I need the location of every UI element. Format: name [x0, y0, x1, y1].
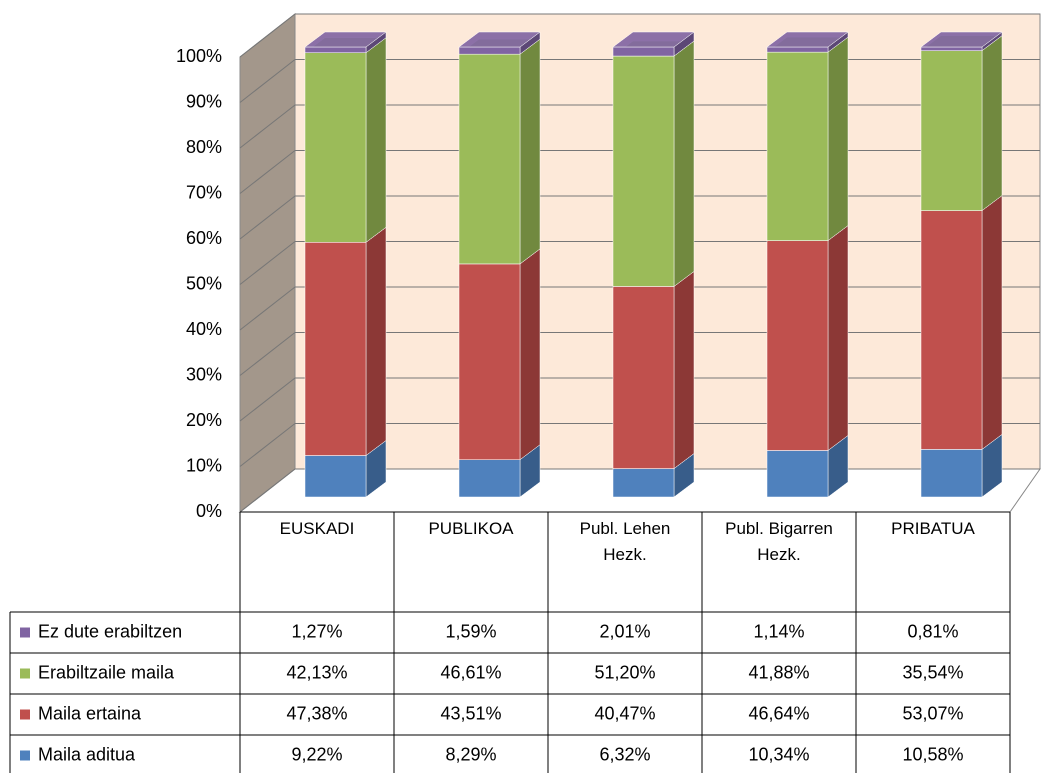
bar-top: [458, 31, 541, 48]
category-label: PRIBATUA: [891, 519, 975, 538]
bar-top: [920, 31, 1003, 48]
bar: [458, 459, 521, 498]
bar-side: [365, 37, 387, 243]
bar: [920, 46, 983, 51]
bar: [458, 263, 521, 460]
value-label: 0,81%: [907, 621, 958, 641]
bar-top: [612, 31, 695, 48]
value-label: 43,51%: [440, 703, 501, 723]
category-label: EUSKADI: [279, 519, 355, 538]
grid-line: [239, 59, 296, 103]
bar-side: [519, 38, 541, 265]
value-label: 40,47%: [594, 703, 655, 723]
legend-key: [20, 668, 30, 679]
value-label: 10,58%: [902, 744, 963, 764]
value-label: 47,38%: [286, 703, 347, 723]
value-label: 9,22%: [291, 744, 342, 764]
y-tick-label: 90%: [186, 91, 222, 111]
category-label: Publ. Lehen Hezk.: [579, 519, 671, 564]
value-label: 6,32%: [599, 744, 650, 764]
bar-top: [766, 31, 849, 48]
grid-line: [239, 377, 296, 422]
y-tick-label: 60%: [186, 228, 222, 248]
grid-line: [239, 195, 296, 240]
legend-label: Erabiltzaile maila: [38, 662, 175, 682]
bar: [920, 210, 983, 450]
bar: [304, 52, 367, 243]
y-tick-label: 40%: [186, 319, 222, 339]
y-tick-label: 50%: [186, 273, 222, 293]
bar-side: [365, 226, 387, 457]
category-label: Publ. Bigarren Hezk.: [725, 519, 833, 564]
value-label: 46,64%: [748, 703, 809, 723]
grid-line: [239, 241, 296, 285]
y-tick-label: 30%: [186, 364, 222, 384]
y-tick-label: 0%: [196, 501, 222, 521]
bar: [612, 46, 675, 57]
bar-side: [673, 40, 695, 287]
bar: [766, 240, 829, 451]
bar: [458, 53, 521, 265]
bar: [766, 51, 829, 241]
bar: [304, 242, 367, 456]
bar: [612, 55, 675, 287]
y-tick-label: 10%: [186, 455, 222, 475]
value-label: 51,20%: [594, 662, 655, 682]
bar: [304, 455, 367, 498]
legend-key: [20, 750, 30, 761]
bar: [612, 468, 675, 498]
value-label: 1,14%: [753, 621, 804, 641]
bar: [920, 50, 983, 211]
value-label: 10,34%: [748, 744, 809, 764]
bar-side: [981, 35, 1003, 212]
bar-side: [827, 225, 849, 451]
legend-key: [20, 709, 30, 720]
value-label: 41,88%: [748, 662, 809, 682]
value-label: 1,27%: [291, 621, 342, 641]
y-tick-label: 100%: [176, 46, 222, 66]
legend-label: Ez dute erabiltzen: [38, 621, 182, 641]
value-label: 42,13%: [286, 662, 347, 682]
value-label: 1,59%: [445, 621, 496, 641]
bar-top: [304, 31, 387, 48]
grid-line: [239, 423, 296, 467]
legend-label: Maila aditua: [38, 744, 136, 764]
bar: [612, 286, 675, 469]
bar: [304, 46, 367, 53]
bar: [920, 449, 983, 498]
legend-label: Maila ertaina: [38, 703, 142, 723]
grid-line: [239, 286, 296, 331]
y-tick-label: 20%: [186, 410, 222, 430]
grid-line: [239, 13, 296, 58]
grid-line: [239, 150, 296, 194]
value-label: 2,01%: [599, 621, 650, 641]
bar-side: [981, 195, 1003, 450]
bar: [766, 450, 829, 498]
grid-line: [239, 104, 296, 149]
grid-line: [239, 468, 296, 513]
bar: [458, 46, 521, 55]
value-label: 53,07%: [902, 703, 963, 723]
bar: [766, 46, 829, 53]
value-label: 8,29%: [445, 744, 496, 764]
grid-line: [239, 332, 296, 376]
bar-side: [519, 248, 541, 461]
category-label: PUBLIKOA: [428, 519, 514, 538]
legend-key: [20, 627, 30, 638]
y-tick-label: 80%: [186, 137, 222, 157]
bar-side: [673, 270, 695, 470]
value-label: 35,54%: [902, 662, 963, 682]
y-tick-label: 70%: [186, 182, 222, 202]
value-label: 46,61%: [440, 662, 501, 682]
bar-side: [827, 36, 849, 242]
